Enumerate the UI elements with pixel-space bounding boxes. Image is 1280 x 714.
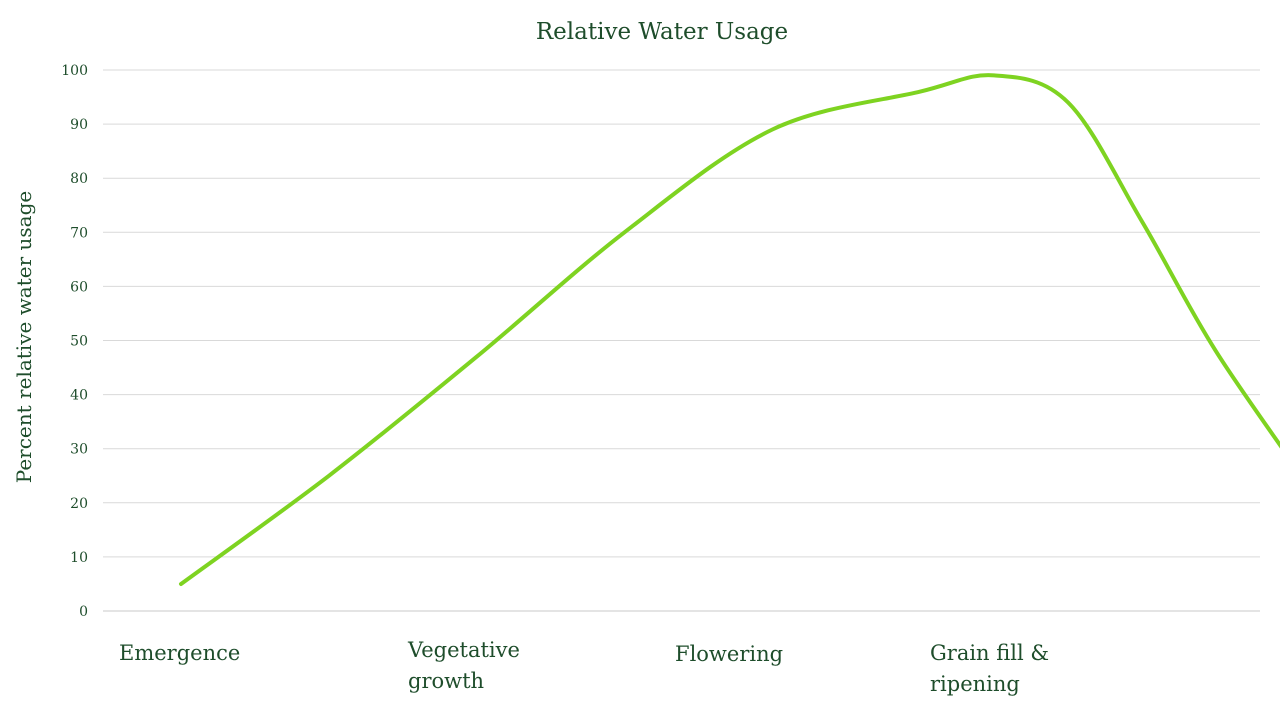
- y-axis-label: Percent relative water usage: [12, 191, 36, 483]
- series-line: [179, 73, 1280, 586]
- y-tick-label: 10: [70, 550, 88, 566]
- y-tick-labels: 0 10 20 30 40 50 60 70 80 90 100: [61, 63, 88, 620]
- x-category-label: Vegetative growth: [407, 638, 520, 693]
- y-tick-label: 20: [70, 496, 88, 512]
- x-category-label: Flowering: [675, 642, 783, 666]
- y-tick-label: 90: [70, 117, 88, 133]
- y-tick-label: 100: [61, 63, 88, 79]
- chart-title: Relative Water Usage: [536, 19, 788, 45]
- y-tick-label: 40: [70, 388, 88, 404]
- y-tick-label: 30: [70, 442, 88, 458]
- x-category-label: Grain fill & ripening: [930, 641, 1049, 696]
- y-tick-label: 70: [70, 225, 88, 241]
- x-category-label: Emergence: [119, 641, 240, 665]
- y-tick-label: 50: [70, 334, 88, 350]
- y-tick-label: 80: [70, 171, 88, 187]
- x-category-labels: Emergence Vegetative growth Flowering Grain …: [119, 638, 1049, 696]
- series-layer: [179, 73, 1280, 586]
- y-tick-label: 0: [79, 604, 88, 620]
- y-tick-label: 60: [70, 279, 88, 295]
- gridlines: [103, 69, 1260, 612]
